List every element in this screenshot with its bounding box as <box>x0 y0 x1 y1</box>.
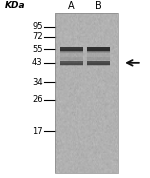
Bar <box>60 58 83 59</box>
Bar <box>87 62 110 64</box>
Bar <box>60 64 83 66</box>
Bar <box>87 49 110 51</box>
Text: 43: 43 <box>32 58 43 67</box>
Bar <box>60 50 83 51</box>
Bar <box>60 47 83 51</box>
Bar <box>60 58 83 59</box>
Bar <box>87 57 110 58</box>
Bar <box>87 62 110 63</box>
Bar <box>87 60 110 61</box>
Bar <box>60 52 83 53</box>
Text: 72: 72 <box>32 33 43 41</box>
Bar <box>87 51 110 52</box>
Bar <box>60 64 83 65</box>
Bar <box>87 60 110 61</box>
Bar <box>87 55 110 56</box>
Bar <box>87 56 110 57</box>
Bar <box>87 65 110 66</box>
Bar <box>60 50 83 51</box>
Bar <box>87 63 110 64</box>
Bar <box>87 58 110 59</box>
Text: 55: 55 <box>32 44 43 54</box>
Text: B: B <box>95 1 102 11</box>
Bar <box>87 51 110 52</box>
Bar <box>60 63 83 64</box>
Bar <box>60 60 83 61</box>
Bar <box>87 65 110 66</box>
Bar <box>60 49 83 51</box>
Bar <box>60 48 83 49</box>
Bar <box>87 63 110 64</box>
Bar <box>87 59 110 60</box>
Bar <box>87 52 110 53</box>
Bar <box>60 51 83 53</box>
Bar <box>87 54 110 55</box>
Bar <box>60 56 83 57</box>
Bar <box>60 59 83 60</box>
Bar <box>87 58 110 59</box>
Bar <box>87 51 110 52</box>
Text: KDa: KDa <box>4 1 25 11</box>
Bar <box>87 53 110 54</box>
Bar <box>60 55 83 56</box>
Bar <box>60 63 83 64</box>
Bar <box>87 52 110 53</box>
Bar <box>87 51 110 53</box>
Bar <box>60 64 83 65</box>
Bar <box>60 62 83 64</box>
Bar <box>87 48 110 49</box>
Bar <box>60 49 83 50</box>
Text: 26: 26 <box>32 95 43 104</box>
Bar <box>60 51 83 52</box>
Bar <box>60 64 83 65</box>
Text: A: A <box>68 1 75 11</box>
Bar <box>60 52 83 53</box>
Bar <box>60 57 83 58</box>
Bar <box>60 62 83 63</box>
Bar <box>87 52 110 53</box>
Bar <box>87 50 110 51</box>
Bar <box>60 51 83 52</box>
Bar <box>87 56 110 57</box>
Bar <box>60 54 83 55</box>
Text: 95: 95 <box>32 22 43 31</box>
Text: 34: 34 <box>32 78 43 87</box>
Bar <box>87 49 110 50</box>
Bar <box>60 53 83 54</box>
Bar <box>60 61 83 65</box>
Text: 17: 17 <box>32 127 43 136</box>
Bar <box>60 63 83 64</box>
Bar <box>60 65 83 66</box>
Bar <box>87 50 110 51</box>
Bar <box>87 64 110 65</box>
Bar <box>87 64 110 65</box>
Bar <box>87 47 110 51</box>
Bar <box>60 65 83 66</box>
Bar <box>60 51 83 52</box>
Bar <box>87 64 110 65</box>
Bar <box>60 49 83 50</box>
Bar <box>87 65 110 66</box>
Bar <box>60 60 83 61</box>
Bar <box>87 63 110 64</box>
Bar <box>60 56 83 57</box>
Bar <box>55 13 118 173</box>
Bar <box>60 52 83 53</box>
Bar <box>87 61 110 65</box>
Bar <box>87 64 110 66</box>
Bar <box>60 50 83 51</box>
Bar <box>87 50 110 51</box>
Bar <box>60 65 83 66</box>
Bar <box>87 49 110 50</box>
